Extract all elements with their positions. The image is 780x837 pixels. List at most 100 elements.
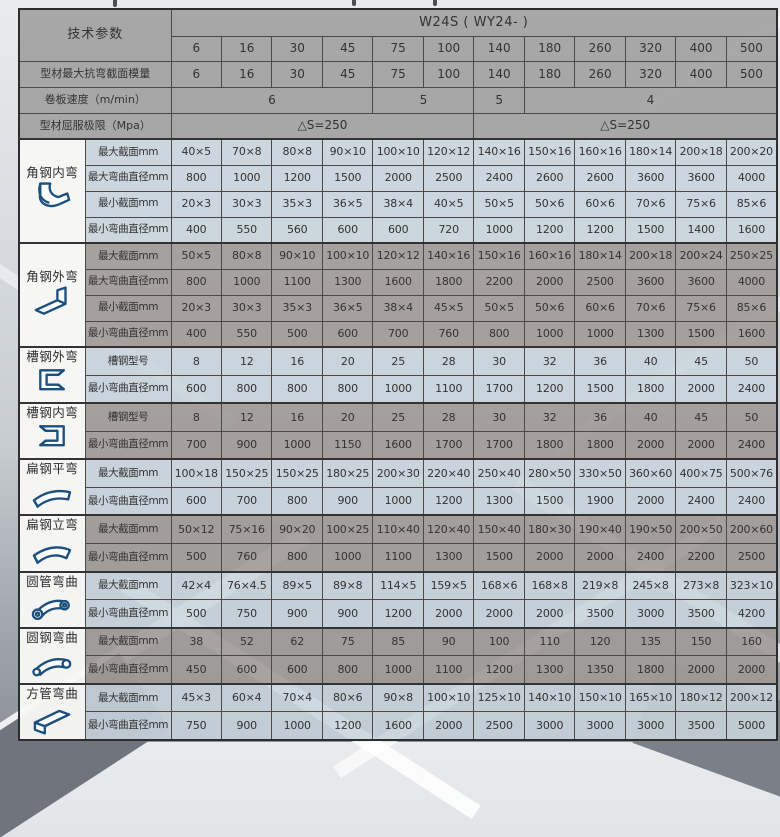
- value-cell: 800: [220, 374, 273, 404]
- value-cell: 42×4: [170, 570, 223, 601]
- value-cell: 3000: [624, 599, 677, 629]
- value-cell: 800: [271, 542, 323, 573]
- value-cell: 140×10: [523, 682, 576, 713]
- row-label: 最小弯曲直径mm: [84, 486, 172, 516]
- row-label: 最大截面mm: [84, 626, 172, 657]
- row-label: 最小弯曲直径mm: [84, 374, 172, 404]
- row-label: 最大截面mm: [84, 138, 172, 166]
- row-label: 最大截面mm: [84, 514, 172, 544]
- value-cell: 3500: [675, 599, 727, 629]
- value-cell: 3600: [675, 164, 727, 192]
- spec-value-cell: 30: [271, 60, 323, 88]
- column-header-140: 140: [473, 35, 525, 62]
- value-cell: 70×6: [624, 190, 677, 218]
- value-cell: 40: [624, 402, 677, 432]
- value-cell: 900: [220, 711, 273, 741]
- value-cell: 3000: [574, 711, 626, 741]
- spec-value-cell: 100: [422, 60, 475, 88]
- value-cell: 70×4: [271, 682, 323, 713]
- value-cell: 200×18: [675, 138, 727, 166]
- value-cell: 3000: [523, 711, 576, 741]
- value-cell: 75×6: [675, 190, 727, 218]
- value-cell: 1300: [523, 655, 576, 685]
- row-label: 最小弯曲直径mm: [84, 430, 172, 460]
- row-label: 最小截面mm: [84, 294, 172, 322]
- value-cell: 60×6: [574, 190, 626, 218]
- value-cell: 323×10: [725, 570, 778, 601]
- section-title: 扁钢平弯: [26, 461, 79, 477]
- value-cell: 1100: [372, 542, 424, 573]
- value-cell: 25: [372, 345, 424, 376]
- value-cell: 100×10: [321, 242, 374, 270]
- spec-value-cell: 75: [372, 60, 424, 88]
- value-cell: 1800: [523, 430, 576, 460]
- table-row: 最小弯曲直径mm 600 800 800 800 1000 1100 1700 1200 1500…: [19, 374, 778, 404]
- cropped-text-fragment: [113, 0, 117, 7]
- value-cell: 85×6: [725, 294, 778, 322]
- value-cell: 1350: [574, 655, 626, 685]
- spec-value-cell: 140: [473, 60, 525, 88]
- value-cell: 30×3: [220, 294, 273, 322]
- value-cell: 360×60: [624, 458, 677, 488]
- value-cell: 200×24: [675, 242, 727, 270]
- value-cell: 5000: [725, 711, 778, 741]
- value-cell: 50×6: [523, 190, 576, 218]
- value-cell: 30×3: [220, 190, 273, 218]
- value-cell: 100×18: [170, 458, 223, 488]
- row-label: 最小截面mm: [84, 190, 172, 218]
- model-header: W24S ( WY24- ): [170, 8, 778, 37]
- value-cell: 1000: [372, 655, 424, 685]
- value-cell: 4000: [725, 164, 778, 192]
- value-cell: 35×3: [271, 294, 323, 322]
- value-cell: 36: [574, 402, 626, 432]
- value-cell: 160: [725, 626, 778, 657]
- column-header-30: 30: [271, 35, 323, 62]
- row-label: 最大截面mm: [84, 682, 172, 713]
- table-row: 最小截面mm 20×3 30×3 35×3 36×5 38×4 40×5 50×5 50×6 60…: [19, 190, 778, 218]
- value-cell: 760: [220, 542, 273, 573]
- value-cell: 1000: [271, 711, 323, 741]
- value-cell: 1700: [473, 374, 525, 404]
- table-row: 角钢内弯 最大截面mm 40×5 70×8 80×8 90×10 100×10 120×12 1…: [18, 138, 778, 244]
- round-bar-bend-icon: [21, 644, 84, 683]
- value-cell: 140×16: [473, 138, 525, 166]
- cropped-text-fragment: [433, 0, 437, 6]
- value-cell: 800: [321, 374, 374, 404]
- angle-steel-inner-bend-icon: [21, 179, 84, 218]
- section-round-tube-bend: 圆管弯曲: [18, 570, 86, 629]
- row-label: 最大截面mm: [84, 570, 172, 601]
- value-cell: 700: [170, 430, 223, 460]
- value-cell: 1700: [473, 430, 525, 460]
- table-row: 最小弯曲直径mm 500 750 900 900 1200 2000 2000 2000 3500…: [19, 599, 778, 629]
- value-cell: 2200: [473, 268, 525, 296]
- value-cell: 2000: [422, 711, 475, 741]
- value-cell: 1300: [321, 268, 374, 296]
- value-cell: 273×8: [675, 570, 727, 601]
- value-cell: 800: [271, 374, 323, 404]
- value-cell: 760: [422, 320, 475, 348]
- value-cell: 2000: [675, 655, 727, 685]
- value-cell: 89×8: [321, 570, 374, 601]
- value-cell: 160×16: [523, 242, 576, 270]
- row-label: 最大弯曲直径mm: [84, 268, 172, 296]
- value-cell: 60×4: [220, 682, 273, 713]
- value-cell: 20: [321, 345, 374, 376]
- value-cell: 180×12: [675, 682, 727, 713]
- value-cell: 1000: [271, 430, 323, 460]
- value-cell: 45: [675, 345, 727, 376]
- value-cell: 16: [271, 402, 323, 432]
- value-cell: 1200: [473, 655, 525, 685]
- value-cell: 36: [574, 345, 626, 376]
- value-cell: 120: [574, 626, 626, 657]
- channel-steel-inner-bend-icon: [21, 419, 84, 458]
- value-cell: 120×12: [372, 242, 424, 270]
- value-cell: 1000: [321, 542, 374, 573]
- table-row: 最大弯曲直径mm 800 1000 1200 1500 2000 2500 2400 2600 2…: [19, 164, 778, 192]
- value-cell: 20: [321, 402, 374, 432]
- value-cell: 150×40: [473, 514, 525, 544]
- value-cell: 330×50: [574, 458, 626, 488]
- value-cell: 550: [220, 216, 273, 244]
- value-cell: 250×40: [473, 458, 525, 488]
- value-cell: 85: [372, 626, 424, 657]
